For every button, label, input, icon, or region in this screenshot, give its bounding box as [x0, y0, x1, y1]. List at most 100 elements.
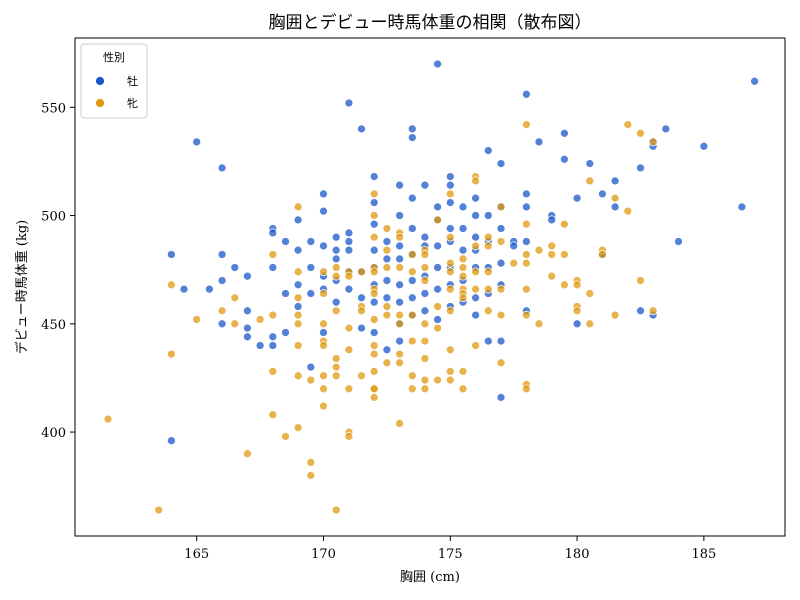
data-point — [407, 336, 417, 346]
data-point — [445, 180, 455, 190]
legend-title: 性別 — [103, 50, 125, 64]
data-point — [547, 215, 557, 225]
chart-title: 胸囲とデビュー時馬体重の相関（散布図） — [269, 12, 592, 33]
data-point — [167, 349, 176, 359]
plot-frame — [74, 37, 786, 537]
data-point — [522, 237, 531, 246]
y-tick-label: 400 — [41, 426, 66, 441]
data-point — [420, 276, 430, 285]
data-point — [407, 250, 417, 259]
data-point — [293, 215, 303, 225]
data-point — [382, 245, 392, 255]
data-point — [420, 289, 430, 298]
data-point — [344, 284, 354, 294]
data-point — [357, 124, 366, 134]
data-point — [585, 176, 595, 186]
data-point — [243, 306, 252, 316]
x-tick-label: 175 — [438, 547, 463, 562]
data-point — [281, 237, 290, 246]
data-point — [319, 289, 328, 298]
y-axis-ticks: 400 450 500 550 — [41, 101, 75, 441]
data-point — [281, 289, 290, 298]
data-point — [407, 267, 417, 277]
data-point — [483, 306, 493, 316]
data-point — [293, 371, 303, 381]
data-point — [407, 124, 417, 134]
data-point — [369, 367, 379, 376]
data-point — [522, 258, 531, 268]
data-point — [547, 271, 557, 281]
data-point — [331, 362, 341, 372]
data-point — [598, 189, 607, 199]
data-point — [103, 414, 113, 424]
data-point — [369, 232, 379, 242]
data-point — [534, 319, 544, 329]
data-point — [268, 367, 278, 376]
points-layer — [103, 59, 759, 515]
data-point — [243, 332, 252, 342]
data-point — [217, 319, 227, 329]
data-point — [496, 358, 506, 368]
data-point — [306, 263, 316, 272]
data-point — [522, 189, 531, 199]
data-point — [560, 250, 569, 259]
data-point — [255, 341, 265, 350]
data-point — [433, 284, 442, 294]
legend-label-female: 牝 — [127, 96, 138, 110]
data-point — [420, 306, 430, 316]
data-point — [331, 271, 341, 281]
x-axis-ticks: 165 170 175 180 185 — [184, 536, 716, 562]
data-point — [192, 137, 202, 147]
data-point — [661, 124, 671, 134]
data-point — [357, 371, 366, 381]
data-point — [369, 189, 379, 199]
data-point — [648, 306, 658, 316]
data-point — [395, 349, 404, 359]
data-point — [382, 345, 392, 355]
data-point — [395, 180, 404, 190]
data-point — [167, 436, 176, 446]
data-point — [458, 271, 468, 281]
data-point — [471, 211, 480, 220]
data-point — [483, 284, 493, 294]
data-point — [179, 284, 189, 294]
data-point — [534, 245, 544, 255]
series-female — [103, 120, 658, 515]
data-point — [623, 120, 633, 129]
data-point — [395, 254, 404, 264]
data-point — [496, 336, 506, 346]
data-point — [445, 198, 455, 207]
data-point — [395, 319, 404, 329]
data-point — [306, 237, 316, 246]
data-point — [560, 280, 569, 290]
data-point — [293, 280, 303, 290]
data-point — [230, 319, 240, 329]
data-point — [496, 310, 506, 320]
data-point — [445, 306, 455, 316]
data-point — [750, 76, 759, 86]
data-point — [395, 310, 404, 320]
data-point — [369, 384, 379, 394]
data-point — [407, 193, 417, 203]
data-point — [420, 336, 430, 346]
data-point — [344, 228, 354, 238]
data-point — [458, 254, 468, 264]
data-point — [369, 393, 379, 402]
data-point — [636, 306, 645, 316]
data-point — [369, 349, 379, 359]
data-point — [369, 245, 379, 255]
data-point — [395, 211, 404, 220]
data-point — [445, 345, 455, 355]
data-point — [382, 224, 392, 233]
data-point — [344, 384, 354, 394]
data-point — [293, 423, 303, 433]
data-point — [243, 271, 252, 281]
data-point — [369, 219, 379, 229]
y-axis-label: デビュー時馬体重 (kg) — [14, 220, 30, 354]
data-point — [167, 250, 176, 259]
data-point — [319, 401, 328, 411]
data-point — [522, 219, 531, 229]
data-point — [331, 297, 341, 307]
data-point — [407, 293, 417, 303]
